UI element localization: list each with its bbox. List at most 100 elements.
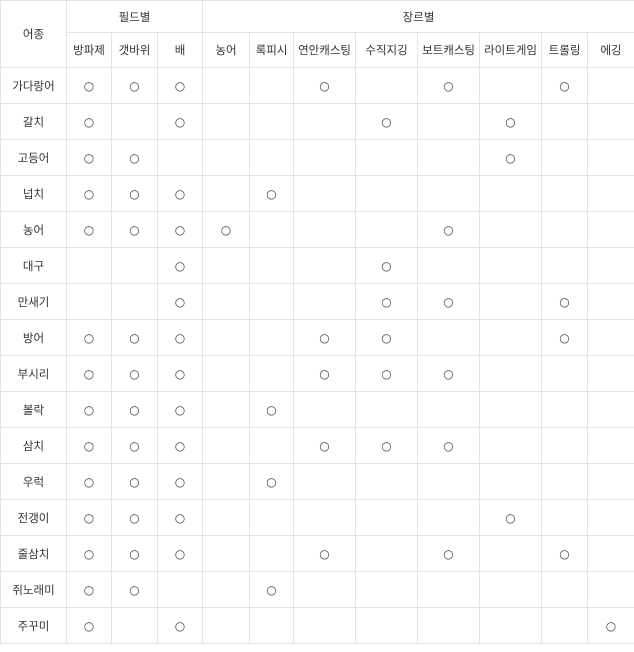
mark-cell: ○ [156,103,204,140]
mark-cell: ○ [111,427,158,464]
mark-cell: ○ [541,319,589,356]
empty-cell [541,427,589,464]
empty-cell [417,319,481,356]
empty-cell [355,607,419,644]
empty-cell [541,103,589,140]
empty-cell [66,247,112,284]
empty-cell [479,247,543,284]
column-header: 라이트게임 [479,32,543,68]
mark-cell: ○ [111,67,158,104]
table-row: 갈치 ○ ○ ○ ○ [0,103,634,140]
empty-cell [587,319,634,356]
empty-cell [111,607,158,644]
column-header: 록피시 [249,32,295,68]
empty-cell [417,103,481,140]
empty-cell [587,535,634,572]
species-cell: 넙치 [0,175,67,212]
column-header: 보트캐스팅 [417,32,481,68]
empty-cell [417,247,481,284]
table-row: 우럭 ○ ○ ○ ○ [0,463,634,500]
mark-cell: ○ [293,427,357,464]
empty-cell [249,211,295,248]
empty-cell [293,103,357,140]
mark-cell: ○ [66,571,112,608]
mark-cell: ○ [66,103,112,140]
empty-cell [249,355,295,392]
empty-cell [541,571,589,608]
mark-cell: ○ [249,391,295,428]
column-header: 연안캐스팅 [293,32,357,68]
empty-cell [417,499,481,536]
empty-cell [541,355,589,392]
empty-cell [417,607,481,644]
empty-cell [479,607,543,644]
mark-cell: ○ [66,535,112,572]
mark-cell: ○ [111,391,158,428]
empty-cell [156,571,204,608]
mark-cell: ○ [293,319,357,356]
mark-cell: ○ [355,247,419,284]
empty-cell [355,499,419,536]
mark-cell: ○ [293,67,357,104]
empty-cell [479,391,543,428]
mark-cell: ○ [587,607,634,644]
empty-cell [293,139,357,176]
empty-cell [293,571,357,608]
empty-cell [249,607,295,644]
mark-cell: ○ [66,499,112,536]
genre-group-header: 장르별 [202,0,634,33]
mark-cell: ○ [417,355,481,392]
empty-cell [249,103,295,140]
column-header: 배 [156,32,204,68]
species-cell: 삼치 [0,427,67,464]
empty-cell [479,427,543,464]
mark-cell: ○ [156,607,204,644]
table-row: 주꾸미 ○ ○ ○ [0,607,634,644]
mark-cell: ○ [293,355,357,392]
empty-cell [541,139,589,176]
empty-cell [355,535,419,572]
empty-cell [202,427,251,464]
mark-cell: ○ [111,139,158,176]
column-header: 농어 [202,32,251,68]
empty-cell [479,319,543,356]
species-cell: 주꾸미 [0,607,67,644]
mark-cell: ○ [355,319,419,356]
table-row: 농어 ○ ○ ○ ○ ○ [0,211,634,248]
empty-cell [541,211,589,248]
empty-cell [111,247,158,284]
empty-cell [587,139,634,176]
table-row: 부시리 ○ ○ ○ ○ ○ ○ [0,355,634,392]
mark-cell: ○ [66,607,112,644]
empty-cell [202,355,251,392]
mark-cell: ○ [156,211,204,248]
mark-cell: ○ [111,211,158,248]
empty-cell [249,535,295,572]
empty-cell [249,427,295,464]
empty-cell [202,103,251,140]
column-header: 갯바위 [111,32,158,68]
mark-cell: ○ [66,355,112,392]
empty-cell [587,283,634,320]
empty-cell [587,67,634,104]
mark-cell: ○ [66,175,112,212]
empty-cell [417,175,481,212]
empty-cell [156,139,204,176]
empty-cell [202,283,251,320]
mark-cell: ○ [156,283,204,320]
empty-cell [587,211,634,248]
empty-cell [587,355,634,392]
empty-cell [541,391,589,428]
mark-cell: ○ [111,463,158,500]
mark-cell: ○ [111,571,158,608]
species-cell: 쥐노래미 [0,571,67,608]
mark-cell: ○ [111,535,158,572]
table-row: 가다랑어 ○ ○ ○ ○ ○ ○ [0,67,634,104]
empty-cell [541,247,589,284]
empty-cell [587,391,634,428]
mark-cell: ○ [249,463,295,500]
empty-cell [249,139,295,176]
empty-cell [541,175,589,212]
mark-cell: ○ [249,571,295,608]
mark-cell: ○ [66,319,112,356]
